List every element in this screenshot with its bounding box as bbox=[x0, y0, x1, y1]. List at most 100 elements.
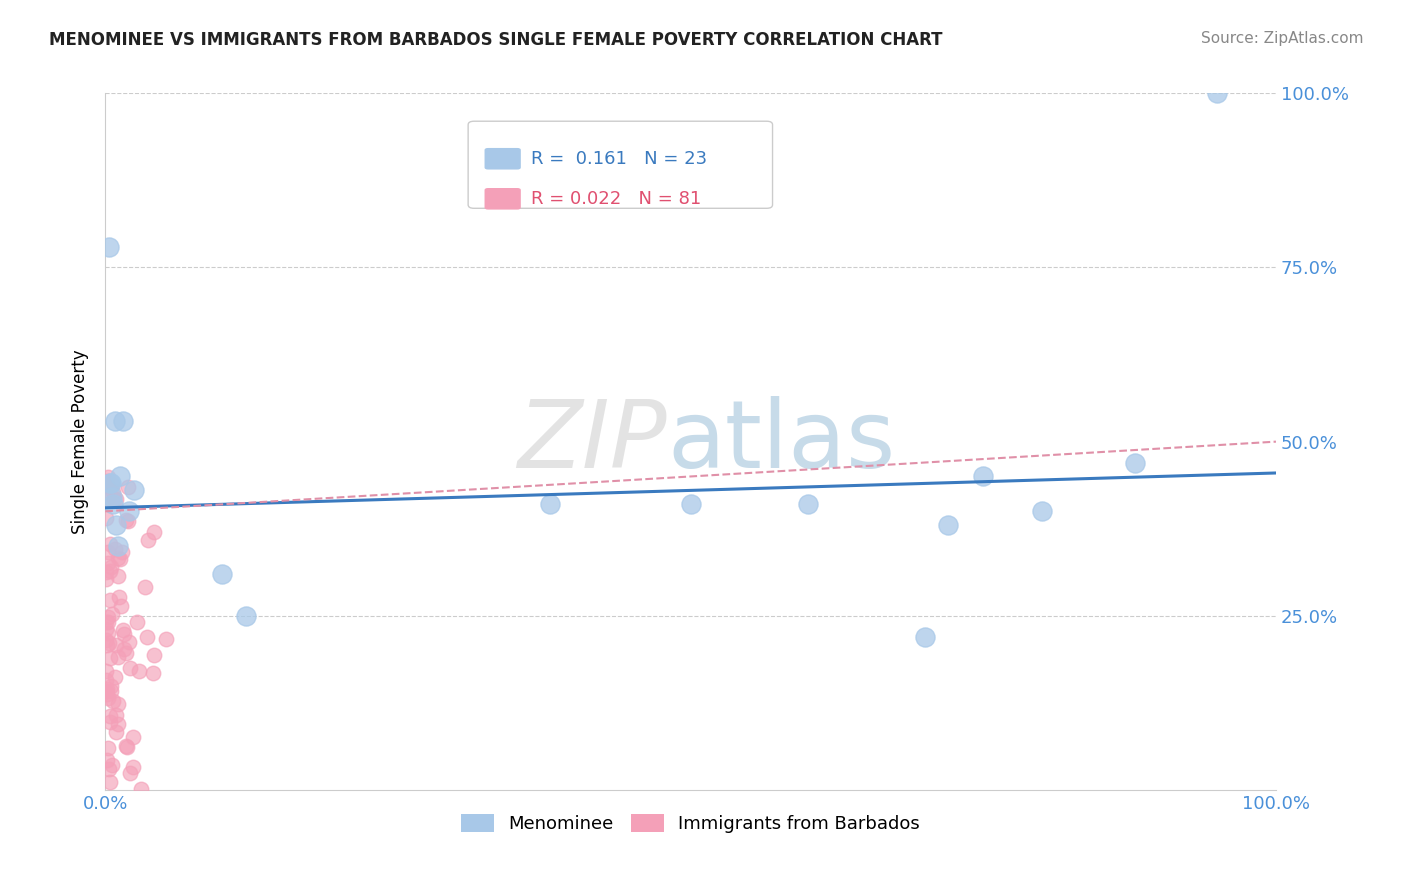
Immigrants from Barbados bbox=[142, 665, 165, 680]
Menominee bbox=[1125, 456, 1147, 470]
Menominee bbox=[103, 414, 125, 428]
Menominee bbox=[1031, 504, 1053, 518]
Text: R =  0.161   N = 23: R = 0.161 N = 23 bbox=[531, 150, 707, 168]
Immigrants from Barbados bbox=[101, 758, 124, 772]
Menominee bbox=[124, 483, 146, 498]
Menominee bbox=[211, 566, 233, 581]
Immigrants from Barbados bbox=[103, 491, 125, 506]
Y-axis label: Single Female Poverty: Single Female Poverty bbox=[72, 350, 89, 534]
Immigrants from Barbados bbox=[107, 650, 129, 665]
Immigrants from Barbados bbox=[97, 740, 120, 755]
Immigrants from Barbados bbox=[96, 673, 118, 687]
Text: R = 0.022   N = 81: R = 0.022 N = 81 bbox=[531, 190, 702, 208]
Immigrants from Barbados bbox=[96, 511, 118, 525]
Menominee bbox=[97, 239, 120, 253]
Menominee bbox=[1206, 87, 1229, 101]
Immigrants from Barbados bbox=[97, 610, 120, 624]
Text: ZIP: ZIP bbox=[517, 396, 668, 487]
Immigrants from Barbados bbox=[110, 552, 132, 566]
Menominee bbox=[98, 476, 121, 491]
Immigrants from Barbados bbox=[155, 632, 177, 646]
FancyBboxPatch shape bbox=[485, 188, 520, 210]
Menominee bbox=[936, 518, 959, 533]
Immigrants from Barbados bbox=[100, 684, 122, 698]
Immigrants from Barbados bbox=[104, 638, 127, 652]
Immigrants from Barbados bbox=[98, 714, 121, 729]
Immigrants from Barbados bbox=[101, 484, 124, 499]
Immigrants from Barbados bbox=[112, 642, 135, 657]
Menominee bbox=[107, 539, 129, 553]
Immigrants from Barbados bbox=[96, 753, 118, 767]
Immigrants from Barbados bbox=[103, 694, 125, 708]
Immigrants from Barbados bbox=[97, 469, 120, 483]
Immigrants from Barbados bbox=[107, 697, 129, 711]
Immigrants from Barbados bbox=[101, 476, 124, 491]
Immigrants from Barbados bbox=[94, 684, 117, 698]
Immigrants from Barbados bbox=[118, 765, 141, 780]
FancyBboxPatch shape bbox=[485, 148, 520, 169]
Text: Source: ZipAtlas.com: Source: ZipAtlas.com bbox=[1201, 31, 1364, 46]
Menominee bbox=[100, 476, 122, 491]
Immigrants from Barbados bbox=[100, 559, 122, 574]
Immigrants from Barbados bbox=[134, 580, 156, 594]
Immigrants from Barbados bbox=[96, 682, 118, 697]
Menominee bbox=[111, 414, 134, 428]
Immigrants from Barbados bbox=[98, 636, 121, 650]
Immigrants from Barbados bbox=[107, 568, 129, 582]
Legend: Menominee, Immigrants from Barbados: Menominee, Immigrants from Barbados bbox=[461, 814, 920, 833]
Menominee bbox=[235, 608, 257, 623]
Text: MENOMINEE VS IMMIGRANTS FROM BARBADOS SINGLE FEMALE POVERTY CORRELATION CHART: MENOMINEE VS IMMIGRANTS FROM BARBADOS SI… bbox=[49, 31, 942, 49]
Immigrants from Barbados bbox=[110, 599, 132, 614]
Immigrants from Barbados bbox=[98, 564, 121, 578]
Immigrants from Barbados bbox=[98, 593, 121, 607]
Immigrants from Barbados bbox=[120, 661, 142, 675]
Menominee bbox=[972, 469, 994, 483]
Immigrants from Barbados bbox=[97, 762, 120, 776]
Immigrants from Barbados bbox=[128, 665, 150, 679]
Immigrants from Barbados bbox=[94, 633, 117, 648]
Text: atlas: atlas bbox=[668, 396, 896, 488]
Menominee bbox=[103, 497, 125, 511]
Immigrants from Barbados bbox=[96, 478, 118, 492]
Immigrants from Barbados bbox=[115, 513, 138, 527]
Immigrants from Barbados bbox=[112, 627, 135, 641]
Immigrants from Barbados bbox=[98, 536, 121, 550]
Immigrants from Barbados bbox=[104, 542, 127, 557]
Immigrants from Barbados bbox=[117, 515, 139, 529]
Menominee bbox=[796, 497, 818, 511]
Immigrants from Barbados bbox=[107, 551, 129, 566]
Menominee bbox=[914, 630, 936, 644]
Immigrants from Barbados bbox=[107, 717, 129, 731]
Immigrants from Barbados bbox=[97, 491, 120, 506]
Immigrants from Barbados bbox=[96, 474, 118, 488]
Immigrants from Barbados bbox=[100, 650, 122, 665]
Immigrants from Barbados bbox=[96, 687, 118, 701]
Immigrants from Barbados bbox=[104, 670, 127, 684]
Immigrants from Barbados bbox=[122, 730, 145, 744]
Menominee bbox=[110, 469, 132, 483]
Immigrants from Barbados bbox=[98, 775, 121, 789]
Immigrants from Barbados bbox=[97, 625, 120, 640]
Immigrants from Barbados bbox=[115, 739, 138, 753]
Immigrants from Barbados bbox=[97, 690, 120, 705]
Immigrants from Barbados bbox=[105, 707, 128, 722]
Immigrants from Barbados bbox=[100, 679, 122, 693]
Immigrants from Barbados bbox=[115, 646, 138, 660]
Immigrants from Barbados bbox=[105, 725, 128, 739]
Immigrants from Barbados bbox=[115, 740, 138, 755]
Immigrants from Barbados bbox=[104, 492, 127, 507]
Immigrants from Barbados bbox=[94, 572, 117, 586]
Immigrants from Barbados bbox=[100, 607, 122, 622]
Immigrants from Barbados bbox=[94, 623, 117, 637]
Immigrants from Barbados bbox=[97, 556, 120, 570]
Immigrants from Barbados bbox=[96, 638, 118, 652]
Immigrants from Barbados bbox=[118, 634, 141, 648]
Immigrants from Barbados bbox=[107, 591, 129, 605]
Menominee bbox=[679, 497, 702, 511]
Menominee bbox=[117, 504, 139, 518]
Menominee bbox=[101, 491, 124, 505]
Immigrants from Barbados bbox=[125, 615, 148, 630]
Menominee bbox=[538, 497, 561, 511]
Immigrants from Barbados bbox=[96, 664, 118, 678]
Menominee bbox=[104, 518, 127, 533]
